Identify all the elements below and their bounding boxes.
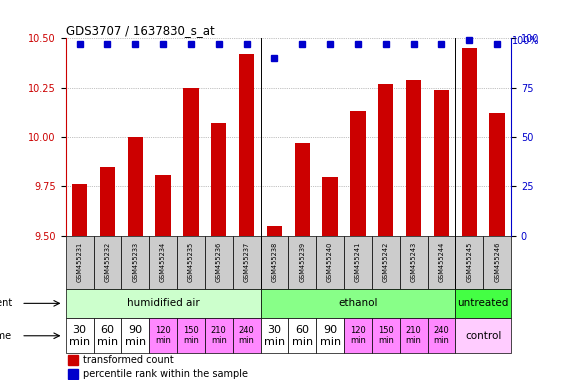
Text: transformed count: transformed count (83, 355, 174, 365)
Bar (434, 90, 449, 236)
Text: 30
min: 30 min (264, 325, 285, 347)
FancyBboxPatch shape (94, 318, 122, 353)
Text: GSM455241: GSM455241 (355, 242, 361, 282)
Bar (72, 184, 87, 236)
Text: untreated: untreated (457, 298, 509, 308)
Text: control: control (465, 331, 501, 341)
FancyBboxPatch shape (205, 236, 233, 288)
Bar (378, 84, 393, 236)
FancyBboxPatch shape (233, 318, 260, 353)
Bar (68, 369, 78, 379)
Text: GSM455232: GSM455232 (104, 242, 110, 282)
Text: 150
min: 150 min (183, 326, 199, 346)
FancyBboxPatch shape (372, 236, 400, 288)
Text: GSM455238: GSM455238 (271, 242, 278, 282)
Bar (68, 355, 78, 366)
Text: GDS3707 / 1637830_s_at: GDS3707 / 1637830_s_at (66, 24, 215, 37)
Text: 120
min: 120 min (350, 326, 366, 346)
FancyBboxPatch shape (288, 318, 316, 353)
Text: GSM455239: GSM455239 (299, 242, 305, 282)
FancyBboxPatch shape (456, 318, 511, 353)
FancyBboxPatch shape (344, 236, 372, 288)
FancyBboxPatch shape (177, 236, 205, 288)
Text: 210
min: 210 min (211, 326, 227, 346)
Text: percentile rank within the sample: percentile rank within the sample (83, 369, 248, 379)
FancyBboxPatch shape (344, 318, 372, 353)
Bar (406, 80, 421, 236)
Text: ethanol: ethanol (338, 298, 377, 308)
FancyBboxPatch shape (260, 318, 288, 353)
FancyBboxPatch shape (400, 318, 428, 353)
Text: GSM455236: GSM455236 (216, 242, 222, 282)
Bar (211, 123, 227, 236)
Bar (323, 177, 338, 236)
Text: humidified air: humidified air (127, 298, 199, 308)
Text: 100%: 100% (512, 36, 540, 46)
FancyBboxPatch shape (233, 236, 260, 288)
Text: time: time (0, 331, 12, 341)
Text: 30
min: 30 min (69, 325, 90, 347)
Bar (350, 111, 365, 236)
FancyBboxPatch shape (66, 318, 94, 353)
Bar (461, 48, 477, 236)
FancyBboxPatch shape (372, 318, 400, 353)
FancyBboxPatch shape (66, 236, 94, 288)
Text: GSM455244: GSM455244 (439, 242, 444, 282)
FancyBboxPatch shape (456, 236, 483, 288)
Text: 210
min: 210 min (405, 326, 421, 346)
Text: 240
min: 240 min (433, 326, 449, 346)
FancyBboxPatch shape (260, 288, 456, 318)
FancyBboxPatch shape (316, 318, 344, 353)
FancyBboxPatch shape (260, 236, 288, 288)
Text: GSM455242: GSM455242 (383, 242, 389, 282)
Text: 90
min: 90 min (124, 325, 146, 347)
Bar (155, 175, 171, 236)
Text: GSM455237: GSM455237 (244, 242, 250, 282)
FancyBboxPatch shape (149, 318, 177, 353)
Text: 60
min: 60 min (97, 325, 118, 347)
Text: GSM455245: GSM455245 (467, 242, 472, 282)
FancyBboxPatch shape (149, 236, 177, 288)
Bar (100, 167, 115, 236)
Bar (489, 113, 505, 236)
Text: agent: agent (0, 298, 12, 308)
Text: 240
min: 240 min (239, 326, 255, 346)
Text: GSM455243: GSM455243 (411, 242, 417, 282)
Bar (295, 143, 310, 236)
FancyBboxPatch shape (428, 318, 456, 353)
FancyBboxPatch shape (66, 288, 260, 318)
Text: GSM455234: GSM455234 (160, 242, 166, 282)
Bar (127, 137, 143, 236)
FancyBboxPatch shape (428, 236, 456, 288)
Text: GSM455233: GSM455233 (132, 242, 138, 282)
FancyBboxPatch shape (177, 318, 205, 353)
Text: GSM455235: GSM455235 (188, 242, 194, 282)
FancyBboxPatch shape (483, 236, 511, 288)
Bar (183, 88, 199, 236)
FancyBboxPatch shape (400, 236, 428, 288)
Text: 120
min: 120 min (155, 326, 171, 346)
Text: GSM455240: GSM455240 (327, 242, 333, 282)
Text: 90
min: 90 min (320, 325, 341, 347)
FancyBboxPatch shape (288, 236, 316, 288)
Text: GSM455246: GSM455246 (494, 242, 500, 282)
FancyBboxPatch shape (316, 236, 344, 288)
FancyBboxPatch shape (122, 318, 149, 353)
FancyBboxPatch shape (456, 288, 511, 318)
FancyBboxPatch shape (94, 236, 122, 288)
Bar (239, 54, 254, 236)
Bar (267, 226, 282, 236)
Text: 150
min: 150 min (378, 326, 394, 346)
FancyBboxPatch shape (122, 236, 149, 288)
Text: GSM455231: GSM455231 (77, 242, 83, 282)
FancyBboxPatch shape (205, 318, 233, 353)
Text: 60
min: 60 min (292, 325, 313, 347)
